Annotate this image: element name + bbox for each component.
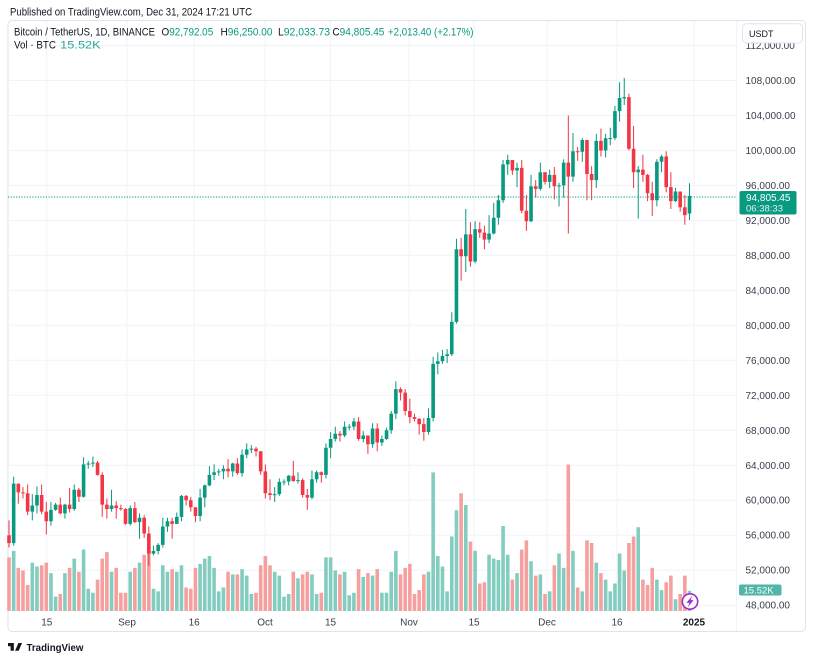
svg-text:16: 16	[611, 618, 623, 629]
svg-text:Bitcoin / TetherUS, 1D, BINANC: Bitcoin / TetherUS, 1D, BINANCE	[14, 27, 155, 39]
svg-text:108,000.00: 108,000.00	[746, 76, 796, 87]
svg-text:68,000.00: 68,000.00	[746, 426, 791, 437]
svg-text:USDT: USDT	[749, 29, 774, 40]
svg-text:112,000.00: 112,000.00	[746, 41, 796, 52]
svg-text:15.52K: 15.52K	[60, 40, 101, 52]
svg-text:06:38:33: 06:38:33	[746, 204, 783, 215]
svg-text:Sep: Sep	[118, 618, 136, 629]
svg-text:C94,805.45: C94,805.45	[332, 27, 384, 39]
svg-text:96,000.00: 96,000.00	[746, 181, 791, 192]
svg-text:Oct: Oct	[257, 618, 273, 629]
svg-text:Vol · BTC: Vol · BTC	[14, 40, 56, 52]
svg-text:76,000.00: 76,000.00	[746, 356, 791, 367]
svg-text:88,000.00: 88,000.00	[746, 251, 791, 262]
svg-text:2025: 2025	[683, 618, 706, 629]
svg-text:15: 15	[468, 618, 480, 629]
svg-text:L92,033.73: L92,033.73	[278, 27, 330, 39]
svg-text:56,000.00: 56,000.00	[746, 531, 791, 542]
svg-text:60,000.00: 60,000.00	[746, 496, 791, 507]
svg-text:104,000.00: 104,000.00	[746, 111, 796, 122]
svg-text:72,000.00: 72,000.00	[746, 391, 791, 402]
svg-text:80,000.00: 80,000.00	[746, 321, 791, 332]
svg-text:H96,250.00: H96,250.00	[221, 27, 273, 39]
svg-text:64,000.00: 64,000.00	[746, 461, 791, 472]
svg-text:16: 16	[189, 618, 201, 629]
svg-text:15.52K: 15.52K	[744, 586, 775, 597]
svg-text:15: 15	[41, 618, 53, 629]
svg-text:O92,792.05: O92,792.05	[162, 27, 214, 39]
svg-text:94,805.45: 94,805.45	[746, 193, 791, 204]
svg-text:Published on TradingView.com,: Published on TradingView.com, Dec 31, 20…	[10, 7, 252, 19]
svg-text:100,000.00: 100,000.00	[746, 146, 796, 157]
svg-text:+2,013.40 (+2.17%): +2,013.40 (+2.17%)	[388, 27, 474, 39]
svg-text:TradingView: TradingView	[27, 642, 85, 654]
svg-text:48,000.00: 48,000.00	[746, 601, 791, 612]
svg-text:Dec: Dec	[538, 618, 556, 629]
svg-text:Nov: Nov	[400, 618, 418, 629]
svg-text:84,000.00: 84,000.00	[746, 286, 791, 297]
svg-text:52,000.00: 52,000.00	[746, 566, 791, 577]
svg-text:15: 15	[325, 618, 337, 629]
svg-text:92,000.00: 92,000.00	[746, 216, 791, 227]
